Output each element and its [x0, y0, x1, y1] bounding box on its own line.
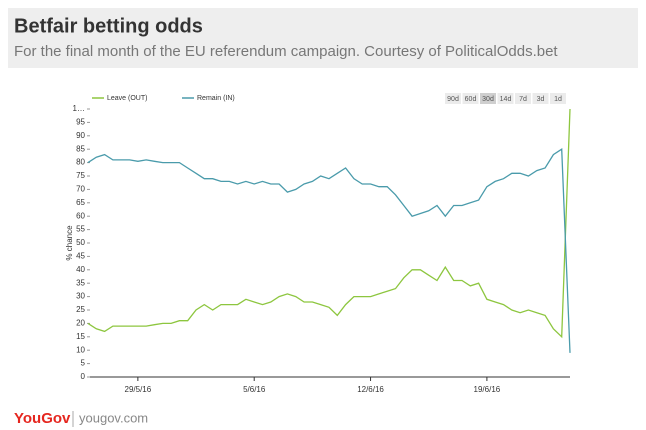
y-tick-label: 10: [76, 345, 85, 354]
x-tick-label: 19/6/16: [474, 385, 501, 394]
range-button-label[interactable]: 90d: [447, 96, 459, 103]
range-button[interactable]: 90d: [445, 93, 461, 104]
range-button-label[interactable]: 3d: [537, 96, 545, 103]
y-axis-title: % chance: [65, 225, 74, 261]
header-band: [8, 8, 638, 68]
y-tick-label: 70: [76, 185, 85, 194]
range-button[interactable]: 14d: [497, 93, 514, 104]
y-tick-label: 95: [76, 118, 85, 127]
chart-title: Betfair betting odds: [14, 15, 203, 37]
series-line: [87, 108, 571, 339]
range-button[interactable]: 3d: [532, 93, 549, 104]
y-tick-label: 60: [76, 211, 85, 220]
range-button-label[interactable]: 7d: [519, 96, 527, 103]
y-tick-label: 45: [76, 252, 85, 261]
range-button-bg[interactable]: [445, 93, 461, 104]
y-tick-label: 30: [76, 292, 85, 301]
range-button-label[interactable]: 60d: [465, 96, 477, 103]
series-line: [87, 148, 571, 353]
chart-subtitle: For the final month of the EU referendum…: [14, 43, 558, 60]
range-button-bg[interactable]: [497, 93, 514, 104]
y-tick-label: 75: [76, 171, 85, 180]
footer-site: yougov.com: [79, 410, 148, 425]
range-button-bg[interactable]: [532, 93, 549, 104]
range-button-label[interactable]: 14d: [500, 96, 512, 103]
range-button[interactable]: 7d: [515, 93, 531, 104]
range-button-bg[interactable]: [550, 93, 566, 104]
range-button[interactable]: 60d: [462, 93, 479, 104]
y-tick-label: 80: [76, 158, 85, 167]
y-tick-label: 0: [81, 372, 86, 381]
range-button[interactable]: 30d: [480, 93, 496, 104]
brand-logo: YouGov: [14, 410, 71, 427]
range-button-bg[interactable]: [515, 93, 531, 104]
y-tick-label: 50: [76, 238, 85, 247]
x-tick-label: 29/5/16: [125, 385, 152, 394]
y-tick-label: 40: [76, 265, 85, 274]
range-button-label[interactable]: 1d: [554, 96, 562, 103]
y-tick-label: 55: [76, 225, 85, 234]
range-button-label[interactable]: 30d: [482, 96, 494, 103]
y-tick-label: 5: [81, 359, 86, 368]
range-button-bg[interactable]: [480, 93, 496, 104]
y-tick-label: 15: [76, 332, 85, 341]
x-tick-label: 12/6/16: [357, 385, 384, 394]
y-tick-label: 85: [76, 144, 85, 153]
y-tick-label: 20: [76, 319, 85, 328]
x-tick-label: 5/6/16: [243, 385, 266, 394]
y-tick-label: 90: [76, 131, 85, 140]
range-button-bg[interactable]: [462, 93, 479, 104]
y-tick-label: 1…: [73, 104, 85, 113]
y-tick-label: 65: [76, 198, 85, 207]
y-tick-label: 35: [76, 278, 85, 287]
legend-label: Remain (IN): [197, 95, 235, 102]
y-tick-label: 25: [76, 305, 85, 314]
range-button[interactable]: 1d: [550, 93, 566, 104]
legend-label: Leave (OUT): [107, 95, 147, 102]
